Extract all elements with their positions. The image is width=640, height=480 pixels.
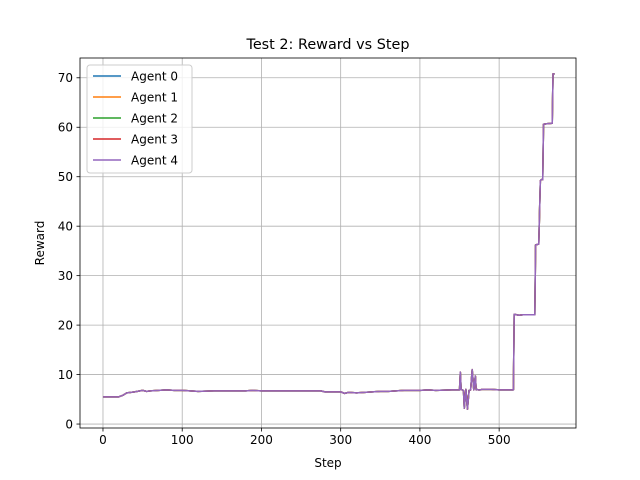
x-tick-label: 0	[99, 433, 107, 447]
y-axis-ticks: 0 10 20 30 40 50 60 70	[58, 71, 80, 431]
legend-label-agent-0: Agent 0	[131, 69, 178, 83]
x-axis-ticks: 0 100 200 300 400 500	[99, 428, 511, 447]
x-tick-label: 300	[329, 433, 352, 447]
plot-lines	[102, 73, 555, 410]
series-line-agent-4	[102, 73, 555, 410]
y-tick-label: 30	[58, 269, 73, 283]
axes-frame	[79, 57, 577, 429]
legend-label-agent-4: Agent 4	[131, 153, 178, 167]
chart-title: Test 2: Reward vs Step	[245, 37, 409, 53]
y-tick-label: 10	[58, 368, 73, 382]
x-tick-label: 400	[408, 433, 431, 447]
y-tick-label: 20	[58, 318, 73, 332]
legend-box	[86, 64, 193, 174]
legend-label-agent-3: Agent 3	[131, 132, 178, 146]
legend-label-agent-2: Agent 2	[131, 111, 178, 125]
x-tick-label: 200	[250, 433, 273, 447]
y-tick-label: 70	[58, 71, 73, 85]
y-tick-label: 50	[58, 170, 73, 184]
legend: Agent 0 Agent 1 Agent 2 Agent 3 Agent 4	[86, 64, 193, 174]
x-tick-label: 500	[488, 433, 511, 447]
y-axis-label: Reward	[33, 221, 47, 266]
y-tick-label: 0	[65, 417, 73, 431]
grid-lines	[80, 58, 576, 428]
legend-label-agent-1: Agent 1	[131, 90, 178, 104]
y-tick-label: 40	[58, 219, 73, 233]
x-axis-label: Step	[314, 456, 341, 470]
y-tick-label: 60	[58, 121, 73, 135]
x-tick-label: 100	[171, 433, 194, 447]
